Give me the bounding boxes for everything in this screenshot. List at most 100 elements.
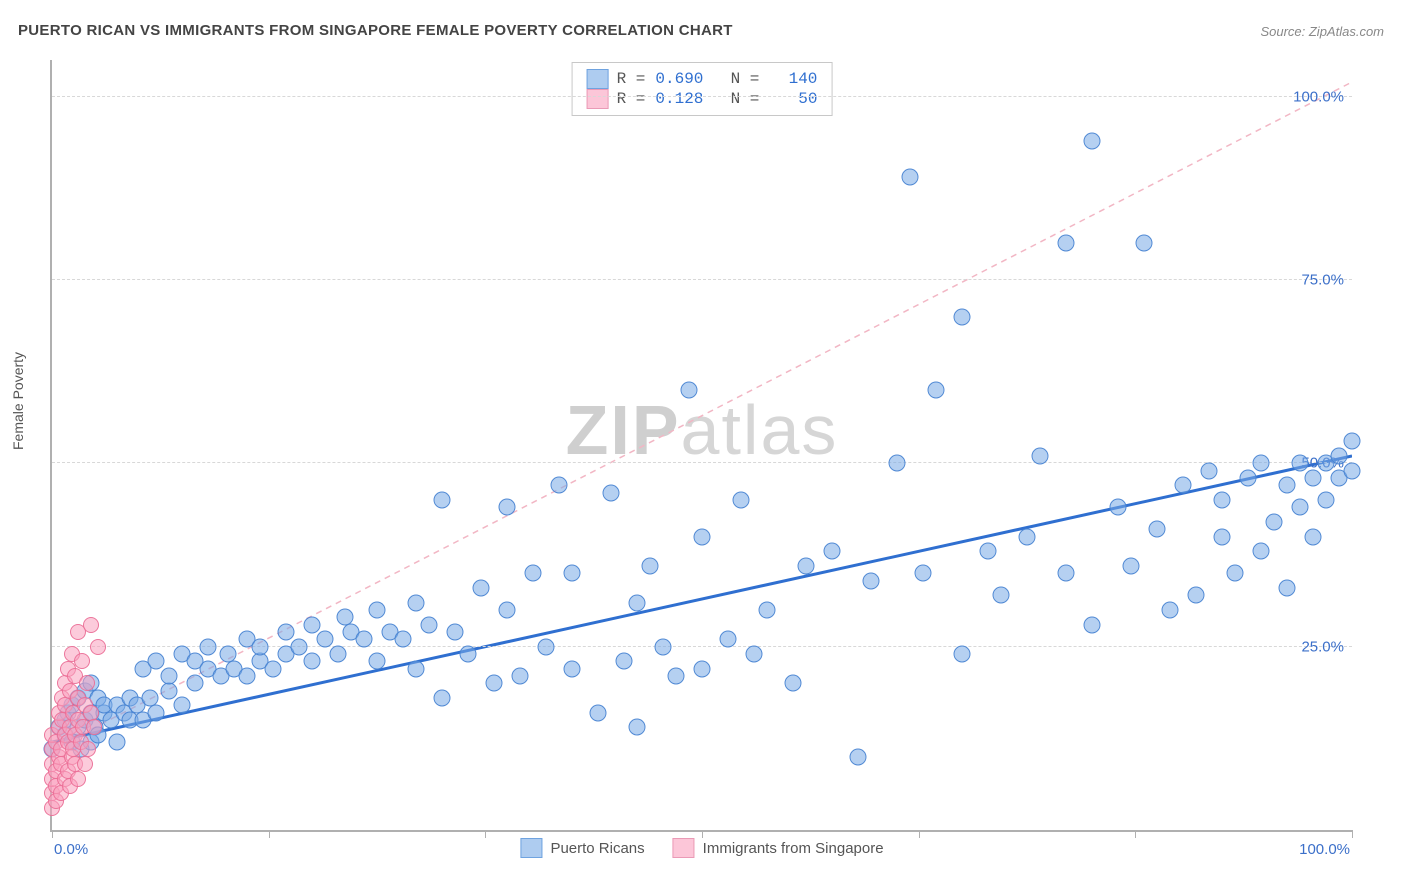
scatter-point <box>447 624 464 641</box>
scatter-point <box>74 653 90 669</box>
scatter-point <box>161 668 178 685</box>
scatter-point <box>889 455 906 472</box>
stat-n-pink: 50 <box>767 90 817 108</box>
scatter-point <box>265 660 282 677</box>
swatch-blue-icon <box>587 69 609 89</box>
scatter-point <box>408 594 425 611</box>
gridline-h <box>52 279 1352 280</box>
scatter-point <box>902 169 919 186</box>
scatter-point <box>1188 587 1205 604</box>
x-axis-min-label: 0.0% <box>54 841 88 858</box>
scatter-point <box>603 484 620 501</box>
watermark-rest: atlas <box>681 391 839 469</box>
scatter-point <box>252 638 269 655</box>
scatter-point <box>915 565 932 582</box>
scatter-point <box>564 565 581 582</box>
scatter-point <box>1214 492 1231 509</box>
stat-n-blue: 140 <box>767 70 817 88</box>
scatter-point <box>629 594 646 611</box>
scatter-point <box>109 734 126 751</box>
scatter-point <box>525 565 542 582</box>
scatter-point <box>629 719 646 736</box>
x-axis-max-label: 100.0% <box>1299 841 1350 858</box>
scatter-point <box>1201 462 1218 479</box>
diagonal-reference-line <box>52 82 1352 749</box>
stat-key-n: N = <box>711 70 759 88</box>
scatter-point <box>681 382 698 399</box>
scatter-point <box>1253 543 1270 560</box>
scatter-point <box>1266 514 1283 531</box>
scatter-point <box>1292 499 1309 516</box>
correlation-stats-box: R = 0.690 N = 140 R = 0.128 N = 50 <box>572 62 833 116</box>
scatter-point <box>1305 528 1322 545</box>
scatter-point <box>746 646 763 663</box>
scatter-point <box>850 748 867 765</box>
scatter-point <box>499 602 516 619</box>
y-axis-label: Female Poverty <box>10 352 26 450</box>
x-axis-tick <box>1135 830 1136 838</box>
scatter-point <box>499 499 516 516</box>
scatter-point <box>369 602 386 619</box>
scatter-point <box>291 638 308 655</box>
scatter-point <box>161 682 178 699</box>
scatter-point <box>564 660 581 677</box>
scatter-point <box>668 668 685 685</box>
scatter-point <box>80 741 96 757</box>
scatter-point <box>148 704 165 721</box>
x-axis-tick <box>269 830 270 838</box>
scatter-point <box>200 638 217 655</box>
swatch-blue-icon <box>520 838 542 858</box>
scatter-point <box>1084 616 1101 633</box>
y-axis-tick-label: 25.0% <box>1301 638 1344 655</box>
scatter-point <box>486 675 503 692</box>
scatter-point <box>83 705 99 721</box>
scatter-point <box>239 668 256 685</box>
scatter-point <box>460 646 477 663</box>
scatter-point <box>1305 470 1322 487</box>
scatter-point <box>759 602 776 619</box>
scatter-point <box>1019 528 1036 545</box>
scatter-point <box>1032 448 1049 465</box>
scatter-point <box>1344 462 1361 479</box>
trend-line <box>52 456 1352 742</box>
scatter-point <box>1110 499 1127 516</box>
scatter-point <box>694 528 711 545</box>
scatter-point <box>356 631 373 648</box>
swatch-pink-icon <box>673 838 695 858</box>
scatter-point <box>824 543 841 560</box>
legend-label-pink: Immigrants from Singapore <box>703 840 884 857</box>
scatter-point <box>616 653 633 670</box>
scatter-point <box>369 653 386 670</box>
y-axis-tick-label: 100.0% <box>1293 88 1344 105</box>
scatter-point <box>187 675 204 692</box>
legend-label-blue: Puerto Ricans <box>550 840 644 857</box>
scatter-point <box>863 572 880 589</box>
scatter-point <box>473 580 490 597</box>
scatter-point <box>512 668 529 685</box>
scatter-point <box>1227 565 1244 582</box>
scatter-point <box>408 660 425 677</box>
scatter-point <box>720 631 737 648</box>
stat-key-r: R = <box>617 90 646 108</box>
legend-item-pink: Immigrants from Singapore <box>673 838 884 858</box>
scatter-point <box>317 631 334 648</box>
swatch-pink-icon <box>587 89 609 109</box>
scatter-point <box>1058 565 1075 582</box>
scatter-point <box>1240 470 1257 487</box>
scatter-point <box>954 646 971 663</box>
scatter-point <box>1331 448 1348 465</box>
scatter-point <box>993 587 1010 604</box>
scatter-point <box>590 704 607 721</box>
x-axis-tick <box>1352 830 1353 838</box>
scatter-point <box>77 756 93 772</box>
scatter-point <box>1253 455 1270 472</box>
stats-row-blue: R = 0.690 N = 140 <box>587 69 818 89</box>
scatter-point <box>1344 433 1361 450</box>
scatter-point <box>1279 477 1296 494</box>
scatter-point <box>330 646 347 663</box>
scatter-point <box>70 771 86 787</box>
scatter-point <box>1136 235 1153 252</box>
stat-key-n: N = <box>711 90 759 108</box>
scatter-point <box>538 638 555 655</box>
scatter-point <box>83 617 99 633</box>
